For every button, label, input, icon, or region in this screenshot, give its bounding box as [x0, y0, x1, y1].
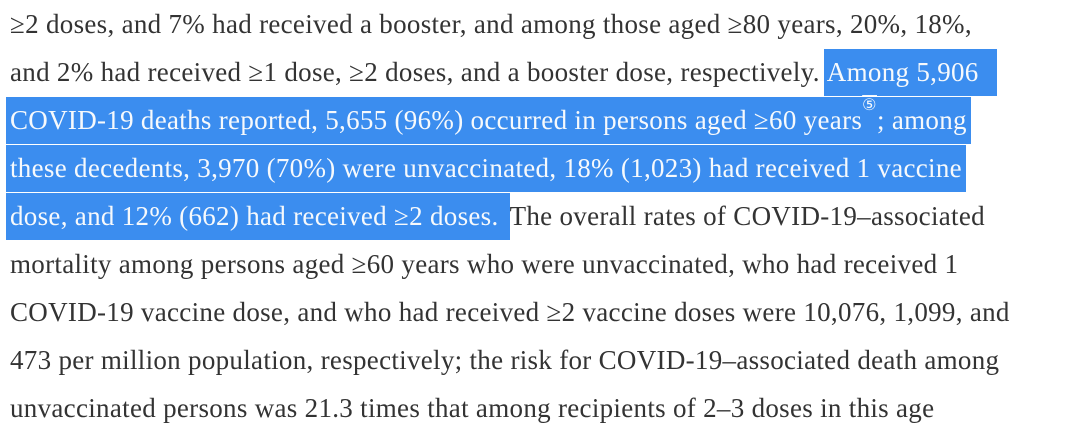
text-segment: ≥2 doses, and 7% had received a booster,…	[10, 9, 972, 39]
text-line: unvaccinated persons was 21.3 times that…	[10, 384, 1080, 432]
text-segment: 473 per million population, respectively…	[10, 345, 1000, 375]
highlighted-segment: Among 5,906	[823, 49, 997, 96]
text-line: 473 per million population, respectively…	[10, 336, 1080, 384]
text-line: and 2% had received ≥1 dose, ≥2 doses, a…	[10, 48, 1080, 96]
text-line: these decedents, 3,970 (70%) were unvacc…	[6, 144, 1080, 192]
text-segment: mortality among persons aged ≥60 years w…	[10, 249, 959, 279]
text-segment: COVID-19 deaths reported, 5,655 (96%) oc…	[10, 105, 863, 135]
text-line: COVID-19 deaths reported, 5,655 (96%) oc…	[6, 96, 1080, 144]
text-segment: COVID-19 vaccine dose, and who had recei…	[10, 297, 1010, 327]
text-segment: and 2% had received ≥1 dose, ≥2 doses, a…	[10, 57, 827, 87]
text-segment: The overall rates of COVID-19–associated	[509, 201, 985, 231]
text-line: mortality among persons aged ≥60 years w…	[10, 240, 1080, 288]
text-line: COVID-19 vaccine dose, and who had recei…	[10, 288, 1080, 336]
text-segment: unvaccinated persons was 21.3 times that…	[10, 393, 935, 423]
highlighted-segment: these decedents, 3,970 (70%) were unvacc…	[6, 145, 966, 192]
highlighted-segment: COVID-19 deaths reported, 5,655 (96%) oc…	[6, 97, 971, 144]
text-line: ≥2 doses, and 7% had received a booster,…	[10, 0, 1080, 48]
text-segment: ; among	[876, 105, 967, 135]
highlighted-segment: dose, and 12% (662) had received ≥2 dose…	[6, 193, 510, 240]
citation-link-5[interactable]: ⑤	[862, 96, 877, 115]
text-line: dose, and 12% (662) had received ≥2 dose…	[6, 192, 1080, 240]
